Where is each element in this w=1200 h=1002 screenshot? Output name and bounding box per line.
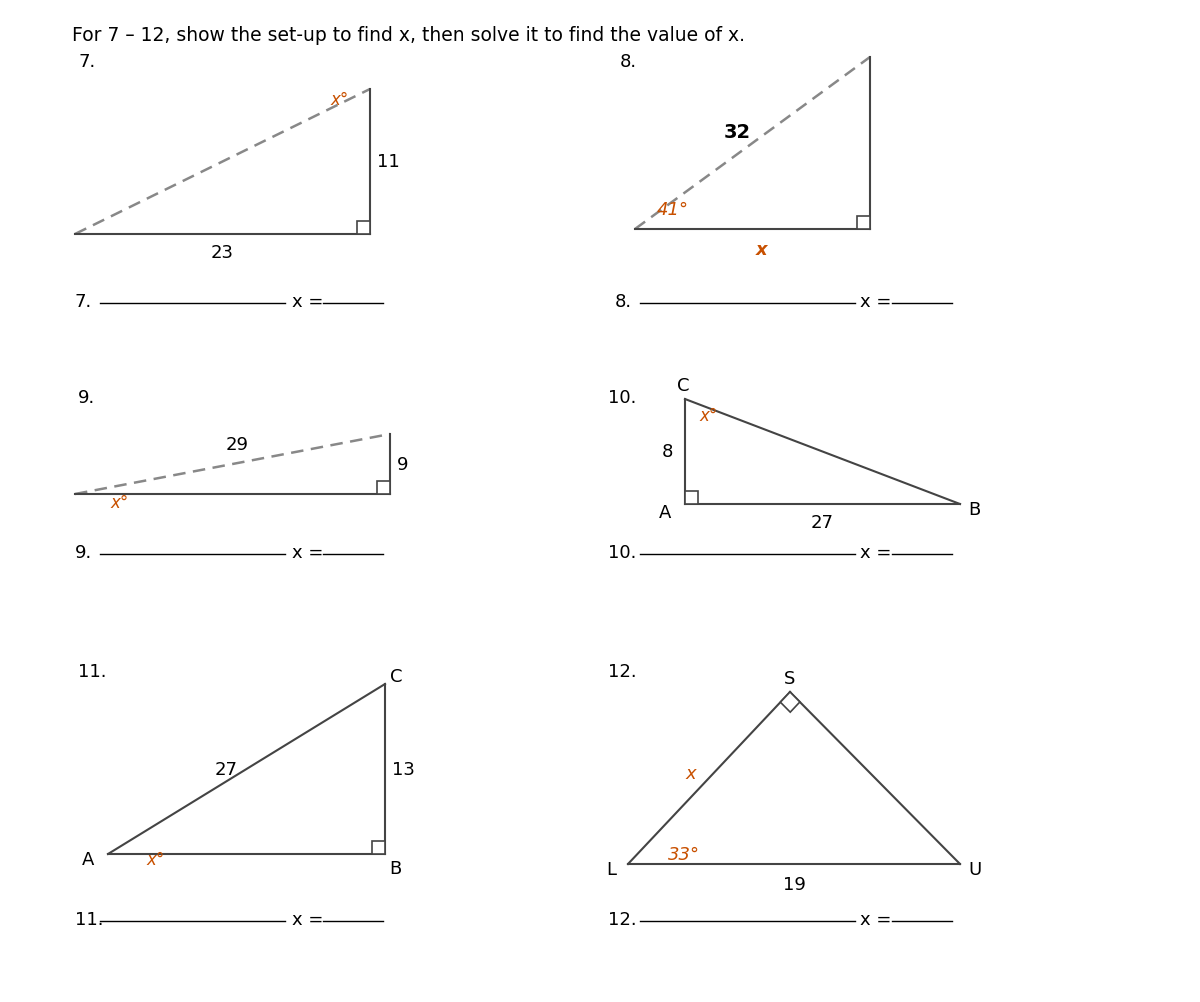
Text: 19: 19 xyxy=(782,875,805,893)
Text: 10.: 10. xyxy=(608,543,636,561)
Text: x =: x = xyxy=(292,910,329,928)
Text: A: A xyxy=(659,503,671,521)
Text: 11: 11 xyxy=(377,153,400,170)
Text: L: L xyxy=(606,860,616,878)
Text: 32: 32 xyxy=(724,122,750,141)
Text: B: B xyxy=(968,501,980,518)
Text: x =: x = xyxy=(292,543,329,561)
Text: x°: x° xyxy=(110,494,130,511)
Text: C: C xyxy=(677,377,689,395)
Text: x =: x = xyxy=(292,293,329,311)
Text: 8.: 8. xyxy=(620,53,637,71)
Text: x°: x° xyxy=(331,91,349,109)
Text: 9.: 9. xyxy=(78,389,95,407)
Text: x =: x = xyxy=(860,293,898,311)
Text: x =: x = xyxy=(860,543,898,561)
Text: 7.: 7. xyxy=(78,53,95,71)
Text: x°: x° xyxy=(698,407,718,425)
Text: 27: 27 xyxy=(810,513,834,531)
Text: x =: x = xyxy=(860,910,898,928)
Text: 8: 8 xyxy=(661,443,673,461)
Bar xyxy=(358,221,370,234)
Text: 12.: 12. xyxy=(608,910,637,928)
Text: 23: 23 xyxy=(210,243,234,262)
Text: B: B xyxy=(389,859,401,877)
Text: 13: 13 xyxy=(392,761,415,779)
Text: 11.: 11. xyxy=(74,910,103,928)
Text: 11.: 11. xyxy=(78,662,107,680)
Bar xyxy=(685,492,698,504)
Text: S: S xyxy=(785,669,796,687)
Text: 9.: 9. xyxy=(74,543,92,561)
Text: 7.: 7. xyxy=(74,293,92,311)
Text: C: C xyxy=(390,667,402,685)
Text: x°: x° xyxy=(146,850,166,868)
Text: 33°: 33° xyxy=(668,845,700,863)
Text: U: U xyxy=(968,860,982,878)
Text: x: x xyxy=(756,240,768,259)
Text: 9: 9 xyxy=(397,456,408,474)
Text: x: x xyxy=(685,765,696,783)
Polygon shape xyxy=(780,692,800,712)
Text: 27: 27 xyxy=(215,761,238,779)
Text: 29: 29 xyxy=(226,436,248,454)
Text: For 7 – 12, show the set-up to find x, then solve it to find the value of x.: For 7 – 12, show the set-up to find x, t… xyxy=(72,25,745,44)
Text: A: A xyxy=(82,850,94,868)
Text: 12.: 12. xyxy=(608,662,637,680)
Bar xyxy=(857,216,870,229)
Bar xyxy=(377,482,390,495)
Text: 8.: 8. xyxy=(616,293,632,311)
Text: 10.: 10. xyxy=(608,389,636,407)
Bar xyxy=(372,841,385,854)
Text: 41°: 41° xyxy=(658,200,689,218)
